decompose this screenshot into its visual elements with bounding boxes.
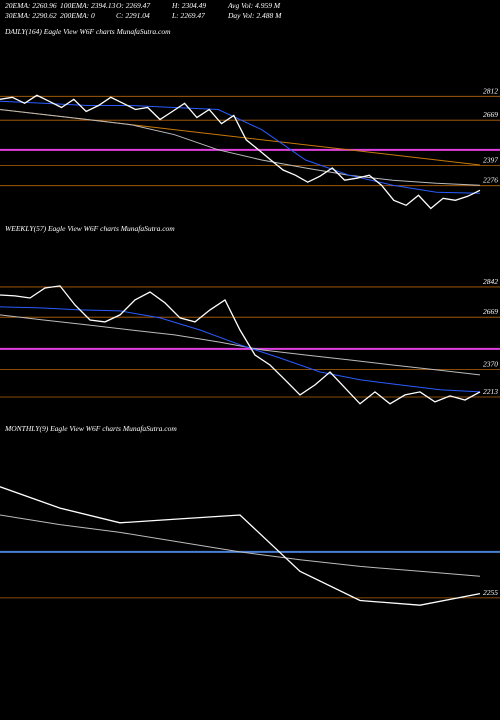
header-stat: C: 2291.04 xyxy=(116,11,150,20)
y-tick-label: 2213 xyxy=(483,387,498,396)
y-tick-label: 2842 xyxy=(483,277,498,286)
header-stat: Day Vol: 2.488 M xyxy=(227,11,282,20)
header-stat: H: 2304.49 xyxy=(171,1,206,10)
series-line xyxy=(0,514,481,577)
panel-title: WEEKLY(57) Eagle View W6F charts MunafaS… xyxy=(5,224,175,233)
header-stat: 20EMA: 2260.96 xyxy=(5,1,57,10)
y-tick-label: 2397 xyxy=(483,156,498,165)
header-stat: L: 2269.47 xyxy=(171,11,205,20)
header-stat: 200EMA: 0 xyxy=(60,11,95,20)
header-stat: 100EMA: 2394.13 xyxy=(60,1,116,10)
series-line xyxy=(0,109,481,186)
series-line xyxy=(0,285,481,405)
panel-title: MONTHLY(9) Eagle View W6F charts MunafaS… xyxy=(4,424,177,433)
y-tick-label: 2812 xyxy=(483,86,498,95)
y-tick-label: 2370 xyxy=(483,360,498,369)
header-stat: 30EMA: 2290.62 xyxy=(4,11,57,20)
y-tick-label: 2669 xyxy=(483,307,498,316)
y-tick-label: 2255 xyxy=(483,588,498,597)
panel-title: DAILY(164) Eagle View W6F charts MunafaS… xyxy=(4,27,171,36)
header-stat: Avg Vol: 4.959 M xyxy=(227,1,281,10)
y-tick-label: 2669 xyxy=(483,110,498,119)
series-line xyxy=(0,100,481,194)
header-stat: O: 2269.47 xyxy=(116,1,150,10)
series-line xyxy=(0,486,481,606)
series-line xyxy=(0,314,481,376)
y-tick-label: 2276 xyxy=(483,176,498,185)
series-line xyxy=(0,94,481,210)
